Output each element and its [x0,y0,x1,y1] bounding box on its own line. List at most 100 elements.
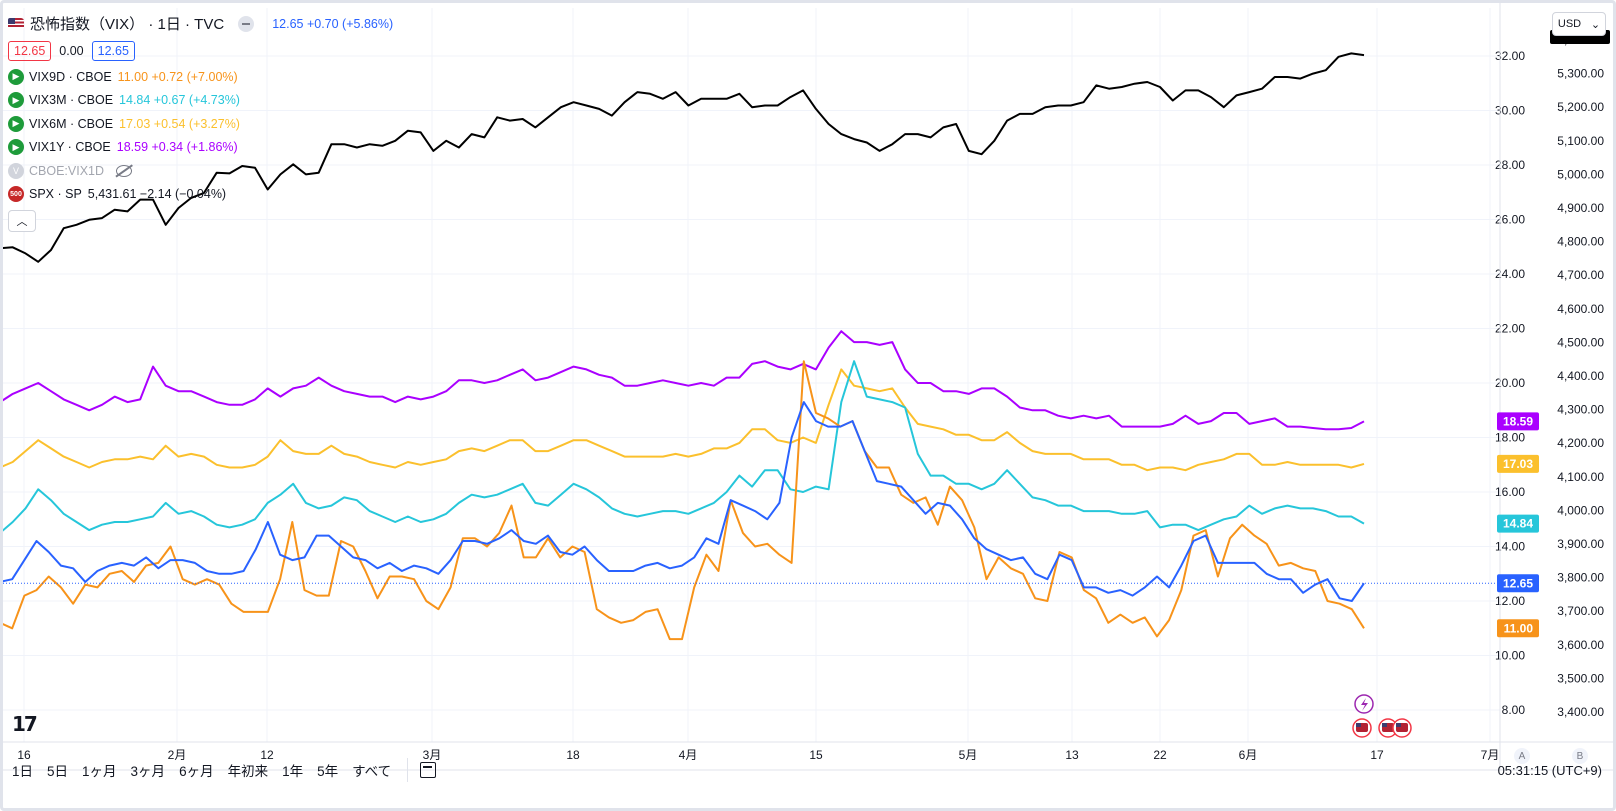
right-axis-tick: 3,800.00 [1557,571,1604,585]
right-axis-tick: 4,500.00 [1557,335,1604,349]
right-axis-tick: 4,800.00 [1557,235,1604,249]
hidden-eye-icon[interactable] [116,164,133,177]
range-5d[interactable]: 5日 [47,764,69,779]
legend-item-vix1y[interactable]: ▶ VIX1Y · CBOE 18.59 +0.34 (+1.86%) [8,136,393,160]
bottom-toolbar: 1日 5日 1ヶ月 3ヶ月 6ヶ月 年初来 1年 5年 すべて 05:31:15… [0,750,1616,790]
sp500-logo-icon: 500 [8,186,24,203]
us-flag-icon [8,17,24,30]
range-1d[interactable]: 1日 [12,764,34,779]
x-tick-label: 16 [17,748,31,762]
tradingview-logo-icon[interactable]: 17 [12,712,38,736]
toolbar-divider [407,758,409,782]
range-5y[interactable]: 5年 [317,764,339,779]
right-axis-tick: 4,700.00 [1557,268,1604,282]
x-tick-label: 3月 [423,748,442,762]
left-axis-tick: 16.00 [1495,485,1525,499]
range-1m[interactable]: 1ヶ月 [82,764,117,779]
last-value-badge [1497,454,1539,473]
right-axis-tick: 4,900.00 [1557,201,1604,215]
x-tick-label: 2月 [168,748,187,762]
right-axis-tick: 4,600.00 [1557,302,1604,316]
spread-value: 0.00 [59,44,84,59]
left-axis-tick: 26.00 [1495,213,1525,227]
right-axis-tick: 3,600.00 [1557,638,1604,652]
left-axis-tick: 28.00 [1495,158,1525,172]
last-value-badge [1497,514,1539,533]
lightning-glyph-icon [1361,698,1368,711]
last-value-label: 12.65 [1503,576,1533,590]
calendar-goto-icon[interactable] [420,762,437,778]
play-icon: ▶ [8,92,24,109]
currency-selector[interactable]: USD ⌄ [1552,12,1606,36]
last-value-label: 11.00 [1504,621,1534,635]
x-tick-label: 5月 [959,748,978,762]
right-axis-tick: 3,500.00 [1557,671,1604,685]
series-line [0,330,1365,431]
range-ytd[interactable]: 年初来 [227,764,269,779]
last-value-badge [1497,412,1539,431]
legend-item-vix3m[interactable]: ▶ VIX3M · CBOE 14.84 +0.67 (+4.73%) [8,89,393,113]
series-line [0,368,1365,472]
last-value-badge [1497,619,1539,638]
right-axis-tick: 4,200.00 [1557,436,1604,450]
right-axis-tick: 4,400.00 [1557,369,1604,383]
us-flag-canton-icon [1356,723,1361,727]
right-axis-tick: 3,700.00 [1557,604,1604,618]
chevron-up-icon: ︿ [16,216,28,228]
left-axis-tick: 10.00 [1495,649,1525,663]
series-line [0,360,1365,534]
legend-item-spx[interactable]: 500 SPX · SP 5,431.61 −2.14 (−0.04%) [8,183,393,207]
series-line [0,401,1365,602]
right-axis-tick: 3,900.00 [1557,537,1604,551]
series-line [0,52,1365,263]
legend-item-vix6m[interactable]: ▶ VIX6M · CBOE 17.03 +0.54 (+3.27%) [8,112,393,136]
right-axis-tick: 5,200.00 [1557,100,1604,114]
last-price: 12.65 [272,16,304,31]
ask-price[interactable]: 12.65 [91,41,135,62]
play-icon: ▶ [8,139,24,156]
legend-item-vix9d[interactable]: ▶ VIX9D · CBOE 11.00 +0.72 (+7.00%) [8,65,393,89]
left-axis-tick: 14.00 [1495,540,1525,554]
price-change: +0.70 (+5.86%) [306,16,394,31]
x-tick-label: 22 [1153,748,1167,762]
chevron-down-icon: ⌄ [1590,18,1601,31]
left-axis-tick: 32.00 [1495,49,1525,63]
right-axis-tick: 4,100.00 [1557,470,1604,484]
x-tick-label: 12 [260,748,274,762]
x-tick-label: 17 [1370,748,1384,762]
us-flag-canton-icon [1396,723,1401,727]
auto-scale-button[interactable]: A [1514,748,1530,764]
range-1y[interactable]: 1年 [282,764,304,779]
last-value-label: 14.84 [1503,517,1533,531]
range-6m[interactable]: 6ヶ月 [179,764,214,779]
last-value-badge [1497,574,1539,593]
cboe-logo-icon: V [8,162,24,179]
x-tick-label: 7月 [1481,748,1500,762]
x-tick-label: 13 [1065,748,1079,762]
left-axis-tick: 20.00 [1495,376,1525,390]
x-tick-label: 6月 [1239,748,1258,762]
play-icon: ▶ [8,68,24,85]
right-axis-tick: 5,000.00 [1557,167,1604,181]
right-axis-tick: 5,100.00 [1557,134,1604,148]
left-axis-tick: 24.00 [1495,267,1525,281]
right-axis-tick: 3,400.00 [1557,705,1604,719]
bid-price[interactable]: 12.65 [8,41,52,62]
chart-title[interactable]: 恐怖指数（VIX） · 1日 · TVC [30,16,225,34]
series-line [0,360,1365,641]
range-3m[interactable]: 3ヶ月 [130,764,166,779]
log-scale-button[interactable]: B [1572,748,1588,764]
us-flag-canton-icon [1382,723,1387,727]
collapse-legend-button[interactable]: ︿ [8,210,36,232]
range-all[interactable]: すべて [352,764,392,779]
left-axis-tick: 22.00 [1495,322,1525,336]
right-axis-tick: 4,000.00 [1557,503,1604,517]
left-axis-tick: 12.00 [1495,594,1525,608]
right-axis-tick: 5,300.00 [1557,67,1604,81]
more-options-icon[interactable] [238,15,255,32]
right-axis-tick: 4,300.00 [1557,403,1604,417]
clock-timezone[interactable]: 05:31:15 (UTC+9) [1497,762,1602,778]
legend-item-vix1d[interactable]: V CBOE:VIX1D [8,159,393,183]
